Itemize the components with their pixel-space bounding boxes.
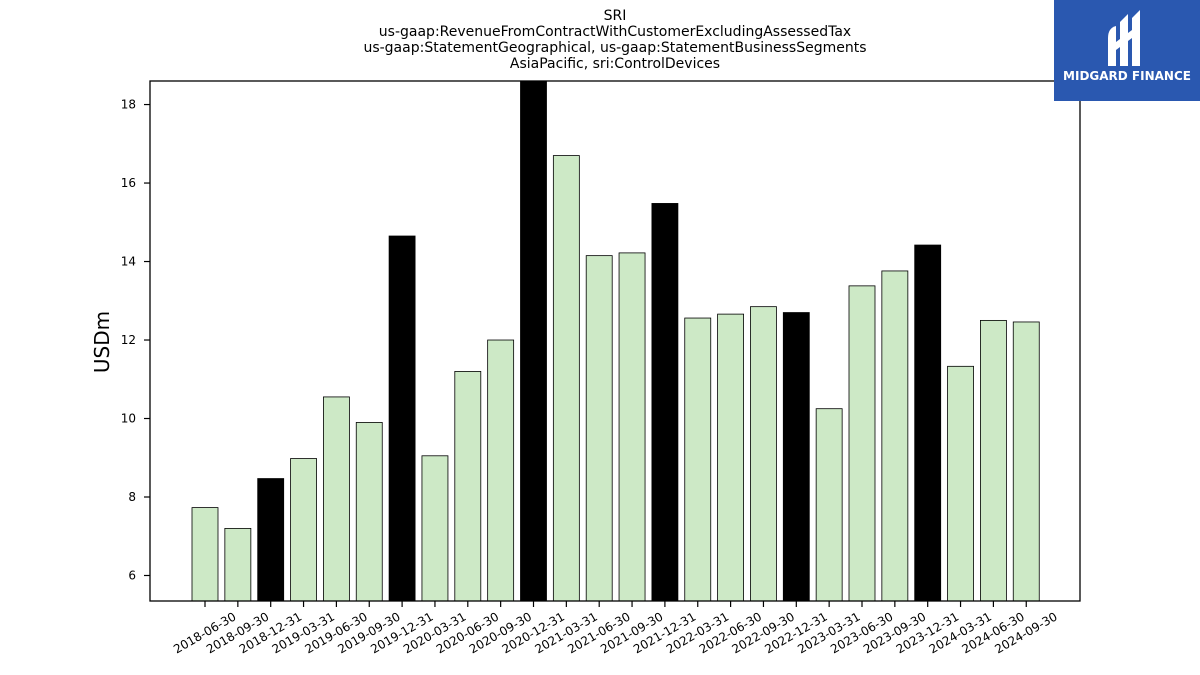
plot-frame [149, 80, 1081, 602]
bar-2021-06-30 [585, 255, 613, 601]
bar-2021-03-31 [552, 155, 580, 601]
y-tick-label: 10 [121, 412, 136, 426]
y-tick-label: 14 [121, 255, 136, 269]
chart-title-line: SRI [604, 8, 627, 24]
bar-2024-03-31 [947, 365, 974, 601]
bars-group [191, 81, 1040, 601]
bar-2024-09-30 [1012, 321, 1040, 601]
bar-2018-12-31 [257, 478, 285, 601]
bar-2022-06-30 [717, 313, 744, 601]
chart-title: SRIus-gaap:RevenueFromContractWithCustom… [363, 8, 866, 72]
bar-2023-03-31 [815, 408, 843, 601]
bar-2023-06-30 [848, 285, 876, 601]
bar-2019-03-31 [290, 458, 317, 601]
y-tick-label: 16 [121, 176, 136, 190]
bar-2018-06-30 [191, 507, 219, 601]
bar-2022-09-30 [750, 306, 777, 601]
chart-title-line: us-gaap:RevenueFromContractWithCustomerE… [379, 24, 851, 40]
bar-2023-12-31 [914, 244, 942, 601]
bar-2020-12-31 [520, 81, 547, 601]
y-axis: 6 8 10 12 14 16 18 [121, 98, 150, 582]
midgard-finance-logo: MIDGARD FINANCE [1054, 0, 1200, 101]
y-tick-label: 6 [128, 568, 136, 582]
bar-2019-06-30 [322, 396, 350, 601]
y-tick-label: 12 [121, 333, 136, 347]
bar-2020-03-31 [421, 455, 449, 601]
bar-2022-03-31 [684, 317, 712, 601]
bar-2022-12-31 [782, 312, 810, 601]
bar-2021-09-30 [618, 252, 646, 601]
chart-title-line: AsiaPacific, sri:ControlDevices [510, 56, 720, 72]
bar-2018-09-30 [224, 527, 252, 601]
logo-icon [1108, 10, 1140, 66]
chart-title-line: us-gaap:StatementGeographical, us-gaap:S… [363, 40, 866, 56]
bar-2019-09-30 [355, 422, 383, 601]
bar-2023-09-30 [881, 270, 909, 601]
bar-2021-12-31 [651, 203, 679, 601]
y-tick-label: 18 [121, 98, 136, 112]
y-tick-label: 8 [128, 490, 136, 504]
bar-2019-12-31 [388, 235, 416, 601]
x-axis: 2018-06-302018-09-302018-12-312019-03-31… [171, 601, 1060, 656]
bar-2020-06-30 [454, 371, 482, 601]
y-axis-label: USDm [90, 311, 114, 373]
bar-2020-09-30 [487, 339, 515, 601]
bar-2024-06-30 [980, 319, 1007, 601]
logo-text: MIDGARD FINANCE [1063, 69, 1191, 83]
